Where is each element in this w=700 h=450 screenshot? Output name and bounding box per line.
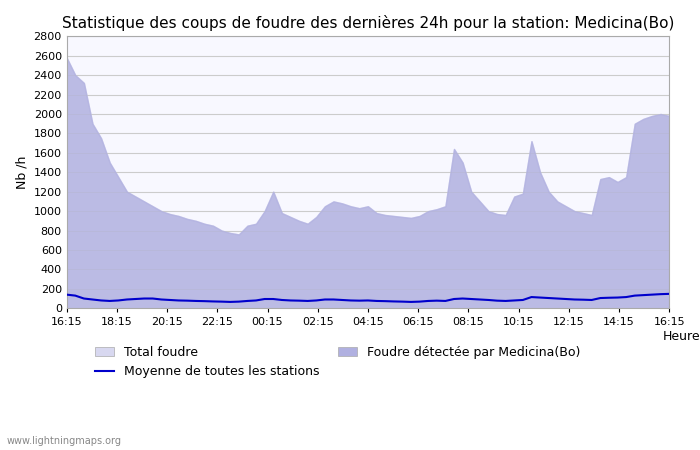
Y-axis label: Nb /h: Nb /h <box>15 156 28 189</box>
Text: www.lightningmaps.org: www.lightningmaps.org <box>7 436 122 446</box>
Legend: Total foudre, Moyenne de toutes les stations, Foudre détectée par Medicina(Bo): Total foudre, Moyenne de toutes les stat… <box>95 346 580 378</box>
Title: Statistique des coups de foudre des dernières 24h pour la station: Medicina(Bo): Statistique des coups de foudre des dern… <box>62 15 674 31</box>
X-axis label: Heure: Heure <box>662 330 700 343</box>
